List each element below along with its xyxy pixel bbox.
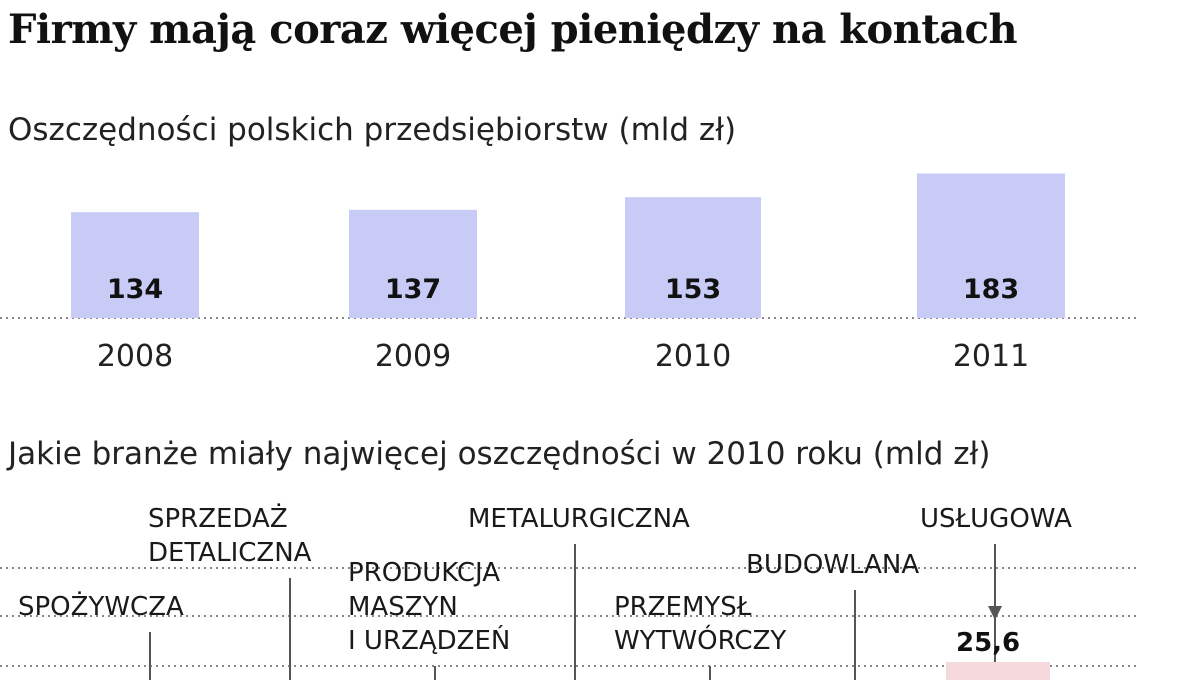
industry-label: SPRZEDAŻ DETALICZNA	[148, 504, 312, 568]
x-tick-label: 2009	[375, 339, 451, 374]
x-tick-label: 2008	[97, 339, 173, 374]
industry-label: PRODUKCJA MASZYN I URZĄDZEŃ	[348, 558, 511, 656]
bar-2011	[917, 173, 1065, 318]
savings-bar-chart: 134 2008 137 2009 153 2010 183 2011	[0, 173, 1140, 374]
x-tick-label: 2011	[953, 339, 1029, 374]
bar-value-label: 153	[665, 274, 721, 305]
bar-value-label: 137	[385, 274, 441, 305]
bar-2008	[71, 212, 199, 318]
x-tick-label: 2010	[655, 339, 731, 374]
industry-label: SPOŻYWCZA	[18, 592, 184, 622]
bar-value-label: 134	[107, 274, 163, 305]
industry-label: PRZEMYSŁ WYTWÓRCZY	[614, 592, 787, 656]
bar-2009	[349, 209, 477, 318]
industry-label: USŁUGOWA	[920, 504, 1072, 534]
chart-1-title: Oszczędności polskich przedsiębiorstw (m…	[8, 112, 737, 148]
chart-2-title: Jakie branże miały najwięcej oszczędnośc…	[8, 436, 991, 472]
industry-label: BUDOWLANA	[746, 550, 920, 580]
bar-value-label: 183	[963, 274, 1019, 305]
page-title: Firmy mają coraz więcej pieniędzy na kon…	[8, 6, 1018, 53]
industry-label: METALURGICZNA	[468, 504, 690, 534]
arrow-head	[988, 606, 1002, 620]
bar-USŁUGOWA	[946, 662, 1050, 680]
industry-value-label: 25,6	[956, 628, 1021, 658]
bar-2010	[625, 197, 761, 318]
